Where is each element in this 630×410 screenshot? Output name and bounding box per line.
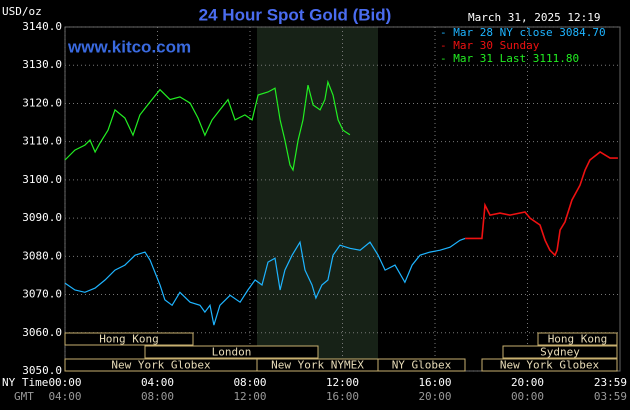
session-label: New York Globex [500,359,600,372]
legend-entry: - Mar 28 NY close 3084.70 [440,26,606,39]
legend-entry: - Mar 31 Last 3111.80 [440,52,579,65]
y-tick-label: 3140.0 [22,20,62,33]
unit-label: USD/oz [2,5,42,18]
session-label: New York Globex [111,359,211,372]
x-tick-label: 08:00 [233,376,266,389]
y-tick-label: 3120.0 [22,96,62,109]
y-tick-label: 3130.0 [22,58,62,71]
session-label: Hong Kong [99,333,159,346]
timestamp: March 31, 2025 12:19 [468,11,600,24]
x-tick-label: 12:00 [326,376,359,389]
session-label: NY Globex [392,359,452,372]
x-tick-label: 00:00 [48,376,81,389]
session-box [377,358,466,372]
y-tick-label: 3060.0 [22,326,62,339]
x-tick-label: 23:59 [594,376,627,389]
gmt-tick-label: 16:00 [326,390,359,403]
y-tick-label: 3080.0 [22,249,62,262]
gmt-tick-label: 03:59 [594,390,627,403]
y-tick-label: 3070.0 [22,288,62,301]
session-label: London [212,346,252,359]
session-label: Sydney [540,346,580,359]
gmt-tick-label: 08:00 [141,390,174,403]
price-line [465,151,618,257]
ny-time-label: NY Time [2,376,48,389]
session-label: New York NYMEX [271,359,364,372]
y-tick-label: 3090.0 [22,211,62,224]
x-tick-label: 16:00 [418,376,451,389]
session-label: Hong Kong [548,333,608,346]
gmt-tick-label: 12:00 [233,390,266,403]
y-tick-label: 3110.0 [22,135,62,148]
nymex-shade [257,27,378,371]
session-box [502,345,618,359]
x-tick-label: 20:00 [511,376,544,389]
session-box [481,358,618,372]
y-tick-label: 3100.0 [22,173,62,186]
gmt-tick-label: 20:00 [418,390,451,403]
watermark: www.kitco.com [67,37,191,56]
price-line [64,79,351,172]
gmt-label: GMT [14,390,34,403]
chart-title: 24 Hour Spot Gold (Bid) [199,5,392,24]
price-line [64,237,466,326]
session-box [144,345,319,359]
gmt-tick-label: 04:00 [48,390,81,403]
y-tick-label: 3050.0 [22,364,62,377]
legend-entry: - Mar 30 Sunday [440,39,540,52]
session-box [537,332,618,346]
gmt-tick-label: 00:00 [511,390,544,403]
x-tick-label: 04:00 [141,376,174,389]
session-box [64,332,194,346]
